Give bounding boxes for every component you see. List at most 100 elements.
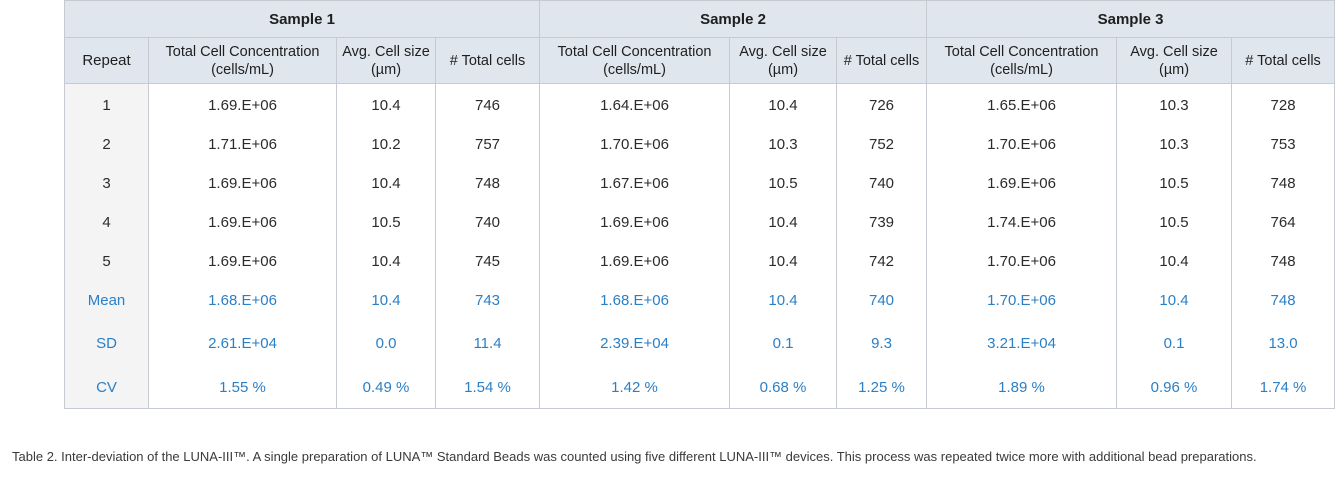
table-cell: 748	[1231, 242, 1336, 281]
table-cell: 10.5	[336, 203, 436, 242]
header-line2: (cells/mL)	[990, 61, 1053, 78]
table-caption: Table 2. Inter-deviation of the LUNA-III…	[12, 449, 1257, 464]
table-cell: 10.4	[1116, 242, 1233, 281]
table-cell: 743	[435, 281, 540, 320]
table-cell: 0.1	[1116, 320, 1233, 367]
table-cell: 9.3	[835, 320, 928, 367]
table-cell: 1.69.E+06	[539, 203, 730, 242]
row-label: 5	[64, 242, 149, 281]
table-cell: 1.65.E+06	[926, 83, 1118, 125]
table-cell: 742	[835, 242, 928, 281]
table-row: 2 1.71.E+06 10.2 757 1.70.E+06 10.3 752 1.70.E+…	[64, 125, 1336, 164]
table-row: 5 1.69.E+06 10.4 745 1.69.E+06 10.4 742 1.70.E+…	[64, 242, 1336, 281]
total-cells-header: # Total cells	[835, 37, 928, 84]
table-cell: 745	[435, 242, 540, 281]
header-line1: Avg. Cell size	[739, 43, 827, 60]
table-cell: 726	[835, 83, 928, 125]
table-cell: 1.70.E+06	[539, 125, 730, 164]
table-cell: 748	[435, 164, 540, 203]
table-row: 1 1.69.E+06 10.4 746 1.64.E+06 10.4 726 1.65.E+…	[64, 83, 1336, 125]
table-cell: 10.2	[336, 125, 436, 164]
table-cell: 10.4	[336, 83, 436, 125]
table-cell: 1.70.E+06	[926, 281, 1118, 320]
sample-header-row: Sample 1 Sample 2 Sample 3	[64, 0, 1336, 38]
table-cell: 10.4	[729, 281, 837, 320]
header-line2: (µm)	[767, 61, 799, 78]
table-cell: 10.4	[336, 281, 436, 320]
table-cell: 752	[835, 125, 928, 164]
table-cell: 1.68.E+06	[539, 281, 730, 320]
row-label: 4	[64, 203, 149, 242]
table-cell: 1.69.E+06	[148, 203, 337, 242]
table-cell: 740	[835, 164, 928, 203]
table-cell: 11.4	[435, 320, 540, 367]
table-cell: 10.3	[1116, 125, 1233, 164]
table-cell: 757	[435, 125, 540, 164]
table-cell: 1.68.E+06	[148, 281, 337, 320]
table-cell: 1.25 %	[835, 367, 928, 409]
table-cell: 739	[835, 203, 928, 242]
table-cell: 0.96 %	[1116, 367, 1233, 409]
row-label: 1	[64, 83, 149, 125]
sample-2-header: Sample 2	[538, 0, 928, 38]
header-line2: (cells/mL)	[603, 61, 666, 78]
total-cells-header: # Total cells	[435, 37, 540, 84]
table-body: 1 1.69.E+06 10.4 746 1.64.E+06 10.4 726 1.65.E+…	[64, 83, 1336, 409]
table-cell: 10.4	[729, 83, 837, 125]
table-cell: 2.39.E+04	[539, 320, 730, 367]
table-cell: 0.0	[336, 320, 436, 367]
cell-size-header: Avg. Cell size (µm)	[1116, 37, 1233, 84]
sample-1-header: Sample 1	[64, 0, 540, 38]
table-cell: 746	[435, 83, 540, 125]
concentration-header: Total Cell Concentration (cells/mL)	[148, 37, 337, 84]
repeat-header: Repeat	[64, 37, 149, 84]
row-label: 3	[64, 164, 149, 203]
table-cell: 1.69.E+06	[148, 83, 337, 125]
sample-3-header: Sample 3	[926, 0, 1336, 38]
table-cell: 10.5	[1116, 203, 1233, 242]
table-row: CV 1.55 % 0.49 % 1.54 % 1.42 % 0.68 % 1.25 % 1.…	[64, 367, 1336, 409]
table-cell: 1.70.E+06	[926, 242, 1118, 281]
table-cell: 10.4	[336, 164, 436, 203]
table-cell: 1.69.E+06	[539, 242, 730, 281]
table-cell: 1.42 %	[539, 367, 730, 409]
concentration-header: Total Cell Concentration (cells/mL)	[926, 37, 1118, 84]
table-cell: 1.67.E+06	[539, 164, 730, 203]
row-label: 2	[64, 125, 149, 164]
table-cell: 10.4	[1116, 281, 1233, 320]
table-cell: 748	[1231, 164, 1336, 203]
table-cell: 10.3	[729, 125, 837, 164]
table-cell: 1.89 %	[926, 367, 1118, 409]
table-cell: 1.69.E+06	[926, 164, 1118, 203]
header-line1: Avg. Cell size	[1130, 43, 1218, 60]
table-cell: 1.54 %	[435, 367, 540, 409]
header-line2: (cells/mL)	[211, 61, 274, 78]
table-cell: 2.61.E+04	[148, 320, 337, 367]
table-cell: 1.69.E+06	[148, 242, 337, 281]
table-cell: 764	[1231, 203, 1336, 242]
header-line1: Total Cell Concentration	[944, 43, 1099, 60]
table-cell: 1.69.E+06	[148, 164, 337, 203]
table-row: 4 1.69.E+06 10.5 740 1.69.E+06 10.4 739 1.74.E+…	[64, 203, 1336, 242]
inter-deviation-table: Sample 1 Sample 2 Sample 3 Repeat Total …	[64, 0, 1336, 409]
table-cell: 1.55 %	[148, 367, 337, 409]
table-cell: 1.64.E+06	[539, 83, 730, 125]
table-cell: 1.74.E+06	[926, 203, 1118, 242]
column-header-row: Repeat Total Cell Concentration (cells/mL…	[64, 37, 1336, 84]
table-cell: 10.5	[729, 164, 837, 203]
cell-size-header: Avg. Cell size (µm)	[729, 37, 837, 84]
header-line2: (µm)	[1158, 61, 1190, 78]
table-cell: 10.4	[336, 242, 436, 281]
table-cell: 10.4	[729, 242, 837, 281]
header-line2: (µm)	[370, 61, 402, 78]
table-row: SD 2.61.E+04 0.0 11.4 2.39.E+04 0.1 9.3 3.21.E+…	[64, 320, 1336, 367]
table-cell: 10.5	[1116, 164, 1233, 203]
table-cell: 728	[1231, 83, 1336, 125]
header-line1: Total Cell Concentration	[557, 43, 712, 60]
table-cell: 13.0	[1231, 320, 1336, 367]
concentration-header: Total Cell Concentration (cells/mL)	[539, 37, 730, 84]
table-cell: 0.49 %	[336, 367, 436, 409]
table-cell: 3.21.E+04	[926, 320, 1118, 367]
table-cell: 753	[1231, 125, 1336, 164]
table-cell: 0.68 %	[729, 367, 837, 409]
